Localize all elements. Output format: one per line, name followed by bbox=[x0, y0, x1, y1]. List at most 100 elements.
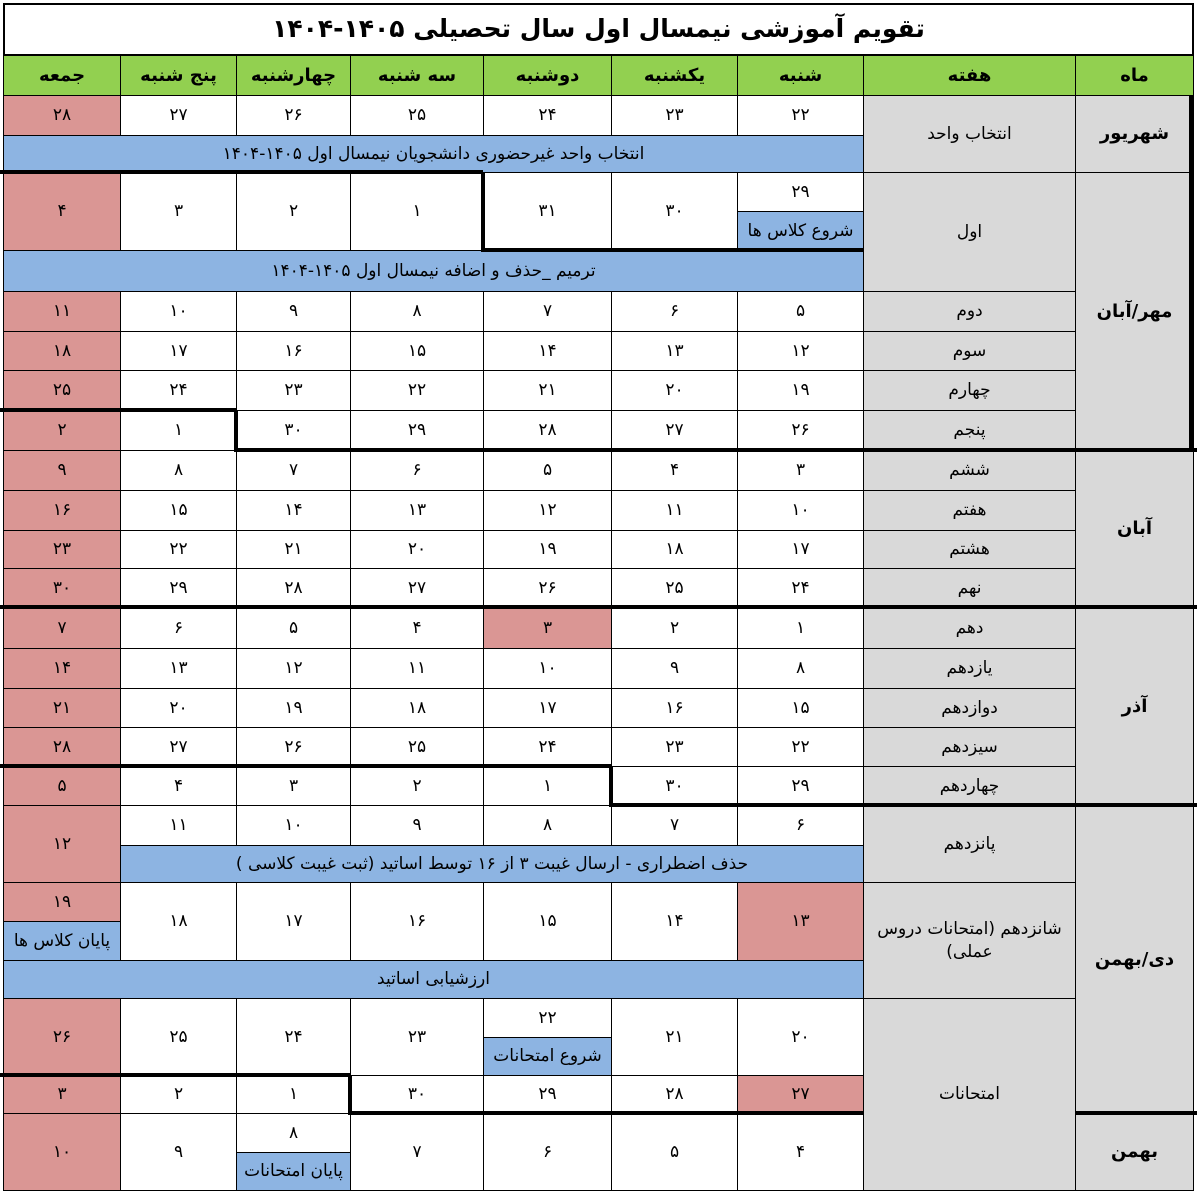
day-cell: ۲ bbox=[611, 607, 738, 649]
day-cell: ۲۵ bbox=[350, 727, 484, 767]
thick-divider bbox=[348, 1075, 352, 1115]
day-cell: ۱۵ bbox=[350, 331, 484, 371]
day-cell: ۱۸ bbox=[120, 882, 237, 961]
column-header: یکشنبه bbox=[611, 55, 738, 96]
day-cell: ۱۴ bbox=[611, 882, 738, 961]
day-cell: ۵ bbox=[737, 291, 864, 332]
day-cell: ۲۴ bbox=[737, 568, 864, 608]
week-label: انتخاب واحد bbox=[863, 95, 1076, 173]
day-cell: ۲۰ bbox=[350, 530, 484, 569]
day-cell: ۲۴ bbox=[483, 727, 612, 767]
week-label: سیزدهم bbox=[863, 727, 1076, 767]
day-cell: ۱ bbox=[120, 410, 237, 451]
day-cell: ۱۹ bbox=[3, 882, 121, 922]
day-cell: ۳ bbox=[737, 450, 864, 491]
day-cell: ۱۳ bbox=[350, 490, 484, 531]
column-header: پنج شنبه bbox=[120, 55, 237, 96]
day-cell: ۳۱ bbox=[483, 172, 612, 251]
day-cell: ۸ bbox=[350, 291, 484, 332]
thick-divider bbox=[0, 170, 483, 174]
day-cell: ۸ bbox=[236, 1113, 351, 1153]
day-cell: ۱۹ bbox=[236, 688, 351, 728]
day-cell: ۲۰ bbox=[737, 998, 864, 1076]
day-cell: ۸ bbox=[483, 805, 612, 846]
day-cell: ۱۰ bbox=[3, 1113, 121, 1191]
day-cell: ۱ bbox=[737, 607, 864, 649]
day-cell: ۶ bbox=[483, 1113, 612, 1191]
day-cell: ۵ bbox=[3, 766, 121, 806]
day-cell: ۱۴ bbox=[236, 490, 351, 531]
day-cell: ۲ bbox=[3, 410, 121, 451]
day-cell: ۲۷ bbox=[120, 95, 237, 136]
day-cell: ۲ bbox=[120, 1075, 237, 1114]
day-cell: ۲۱ bbox=[611, 998, 738, 1076]
day-cell: ۲۳ bbox=[611, 727, 738, 767]
day-cell: ۱۹ bbox=[737, 370, 864, 411]
week-label: دهم bbox=[863, 607, 1076, 649]
day-cell: ۲۹ bbox=[737, 172, 864, 212]
thick-divider bbox=[611, 803, 1197, 807]
day-cell: ۳۰ bbox=[236, 410, 351, 451]
day-cell: ۱۵ bbox=[737, 688, 864, 728]
day-cell: ۲ bbox=[350, 766, 484, 806]
day-cell: ۴ bbox=[737, 1113, 864, 1191]
day-cell: ۵ bbox=[611, 1113, 738, 1191]
column-header: چهارشنبه bbox=[236, 55, 351, 96]
day-cell: ۱۱ bbox=[3, 291, 121, 332]
day-cell: ۱۶ bbox=[3, 490, 121, 531]
day-cell: ۳ bbox=[120, 172, 237, 251]
day-cell: ۲۶ bbox=[3, 998, 121, 1076]
thick-divider bbox=[1075, 1111, 1197, 1115]
thick-divider bbox=[481, 172, 485, 252]
day-cell: ۶ bbox=[737, 805, 864, 846]
event-note: پایان کلاس ها bbox=[3, 921, 121, 961]
day-cell: ۹ bbox=[236, 291, 351, 332]
event-banner: حذف اضطراری - ارسال غیبت ۳ از ۱۶ توسط اس… bbox=[120, 845, 864, 883]
day-cell: ۲۵ bbox=[120, 998, 237, 1076]
day-cell: ۶ bbox=[350, 450, 484, 491]
day-cell: ۲۳ bbox=[611, 95, 738, 136]
week-label: چهاردهم bbox=[863, 766, 1076, 806]
day-cell: ۳۰ bbox=[3, 568, 121, 608]
day-cell: ۱۸ bbox=[611, 530, 738, 569]
day-cell: ۵ bbox=[236, 607, 351, 649]
day-cell: ۷ bbox=[3, 607, 121, 649]
thick-divider bbox=[236, 448, 1197, 452]
thick-divider bbox=[609, 766, 613, 807]
week-label: هشتم bbox=[863, 530, 1076, 569]
day-cell: ۱۴ bbox=[483, 331, 612, 371]
day-cell: ۲۸ bbox=[236, 568, 351, 608]
day-cell: ۲۸ bbox=[3, 727, 121, 767]
day-cell: ۲۸ bbox=[483, 410, 612, 451]
day-cell: ۲۵ bbox=[3, 370, 121, 411]
event-note: پایان امتحانات bbox=[236, 1152, 351, 1191]
month-label: آبان bbox=[1075, 450, 1194, 608]
day-cell: ۴ bbox=[611, 450, 738, 491]
day-cell: ۲۴ bbox=[236, 998, 351, 1076]
day-cell: ۲۴ bbox=[483, 95, 612, 136]
day-cell: ۱۷ bbox=[236, 882, 351, 961]
day-cell: ۲۹ bbox=[350, 410, 484, 451]
day-cell: ۱۲ bbox=[483, 490, 612, 531]
event-banner: ترمیم _حذف و اضافه نیمسال اول ۱۴۰۵-۱۴۰۴ bbox=[3, 250, 864, 292]
day-cell: ۴ bbox=[120, 766, 237, 806]
column-header: سه شنبه bbox=[350, 55, 484, 96]
day-cell: ۲۶ bbox=[236, 727, 351, 767]
day-cell: ۲۲ bbox=[120, 530, 237, 569]
column-header: هفته bbox=[863, 55, 1076, 96]
day-cell: ۱۸ bbox=[350, 688, 484, 728]
day-cell: ۲۷ bbox=[350, 568, 484, 608]
day-cell: ۱۶ bbox=[350, 882, 484, 961]
day-cell: ۸ bbox=[737, 648, 864, 689]
day-cell: ۶ bbox=[120, 607, 237, 649]
day-cell: ۲۰ bbox=[611, 370, 738, 411]
column-header: ماه bbox=[1075, 55, 1194, 96]
day-cell: ۱۳ bbox=[737, 882, 864, 961]
day-cell: ۲۵ bbox=[350, 95, 484, 136]
day-cell: ۲۴ bbox=[120, 370, 237, 411]
thick-divider bbox=[0, 764, 611, 768]
day-cell: ۲۲ bbox=[737, 727, 864, 767]
day-cell: ۱۷ bbox=[737, 530, 864, 569]
day-cell: ۷ bbox=[611, 805, 738, 846]
